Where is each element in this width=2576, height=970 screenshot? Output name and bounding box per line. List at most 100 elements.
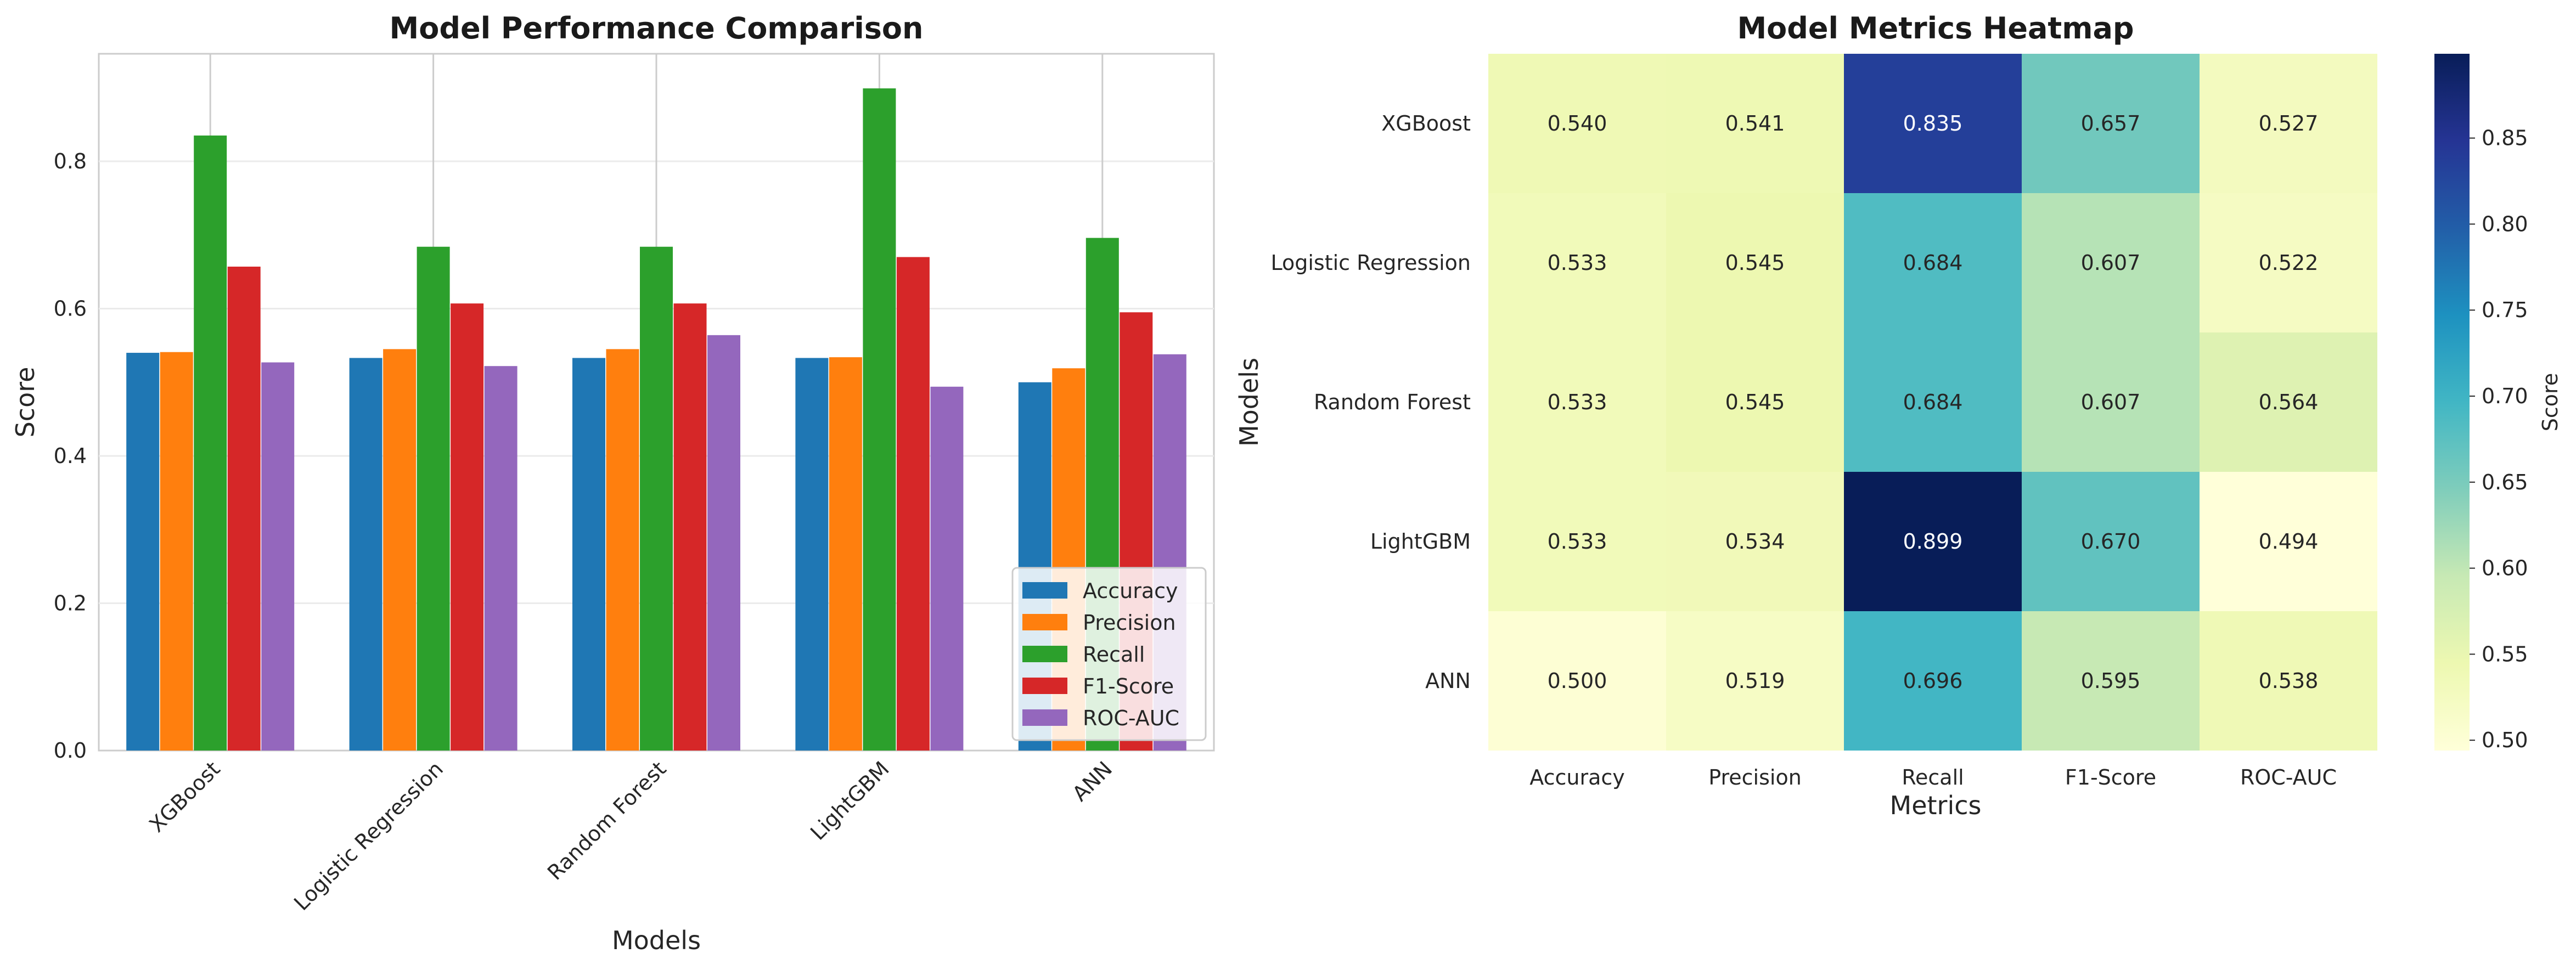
heatmap-cell xyxy=(1488,332,1666,472)
bar-legend-label: Accuracy xyxy=(1083,579,1178,603)
bar-precision-1 xyxy=(383,349,417,751)
bar-roc-auc-2 xyxy=(707,335,740,751)
heatmap-cell-value: 0.899 xyxy=(1903,529,1963,554)
bar-y-tick-label: 0.4 xyxy=(54,444,87,468)
heatmap-cell xyxy=(1666,54,1844,193)
bar-precision-2 xyxy=(606,349,639,751)
heatmap-panel: Model Metrics Heatmap 0.540 0.541 0.835 0.6… xyxy=(1234,11,2562,820)
heatmap-cell-value: 0.545 xyxy=(1725,390,1785,414)
heatmap-cell-value: 0.696 xyxy=(1903,669,1963,693)
colorbar-tick-label: 0.65 xyxy=(2482,470,2528,494)
bar-chart-title: Model Performance Comparison xyxy=(390,11,924,46)
bar-recall-1 xyxy=(417,246,450,751)
bar-recall-0 xyxy=(194,136,227,751)
heatmap-cell-value: 0.541 xyxy=(1725,111,1785,136)
heatmap-cell-value: 0.595 xyxy=(2081,669,2141,693)
colorbar-tick-label: 0.60 xyxy=(2482,556,2528,580)
bar-accuracy-3 xyxy=(795,358,829,751)
heatmap-cell xyxy=(2022,193,2200,332)
heatmap-x-axis-label: Metrics xyxy=(1890,791,1982,820)
heatmap-cell-value: 0.533 xyxy=(1548,390,1607,414)
colorbar-tick-label: 0.55 xyxy=(2482,642,2528,666)
bar-f1-score-3 xyxy=(896,257,930,751)
bar-x-axis-label: Models xyxy=(612,926,701,955)
heatmap-cell xyxy=(1844,332,2022,472)
heatmap-cell-value: 0.545 xyxy=(1725,251,1785,275)
heatmap-row-label: Random Forest xyxy=(1314,390,1471,414)
bar-y-tick-label: 0.2 xyxy=(54,591,87,616)
bar-y-tick-label: 0.8 xyxy=(54,149,87,173)
heatmap-column-label: Recall xyxy=(1902,765,1964,789)
bar-legend-label: Precision xyxy=(1083,611,1176,635)
heatmap-row-label: ANN xyxy=(1425,669,1471,693)
bar-x-tick-label: XGBoost xyxy=(144,757,224,837)
heatmap-cell xyxy=(2022,332,2200,472)
heatmap-cell-value: 0.519 xyxy=(1725,669,1785,693)
heatmap-cell-value: 0.657 xyxy=(2081,111,2141,136)
colorbar-tick-label: 0.50 xyxy=(2482,728,2528,752)
heatmap-column-label: Accuracy xyxy=(1529,765,1625,789)
heatmap-cell xyxy=(1844,472,2022,611)
bar-legend-swatch xyxy=(1022,709,1067,726)
heatmap-cell xyxy=(1488,611,1666,751)
heatmap-cell xyxy=(1666,611,1844,751)
heatmap-title: Model Metrics Heatmap xyxy=(1737,11,2134,46)
heatmap-cell xyxy=(2022,472,2200,611)
bar-roc-auc-3 xyxy=(930,386,964,751)
heatmap-cell-value: 0.670 xyxy=(2081,529,2141,554)
colorbar-tick-label: 0.75 xyxy=(2482,298,2528,322)
bar-f1-score-2 xyxy=(673,303,707,751)
heatmap-cell-value: 0.527 xyxy=(2259,111,2319,136)
heatmap-cell-value: 0.533 xyxy=(1548,251,1607,275)
heatmap-row-label: XGBoost xyxy=(1381,111,1471,136)
colorbar-tick-label: 0.70 xyxy=(2482,384,2528,408)
bar-y-tick-label: 0.0 xyxy=(54,738,87,763)
heatmap-row-label: LightGBM xyxy=(1370,529,1471,554)
bar-accuracy-1 xyxy=(349,358,383,751)
bar-y-axis-label: Score xyxy=(10,367,40,438)
heatmap-cell-value: 0.533 xyxy=(1548,529,1607,554)
heatmap-cell-value: 0.607 xyxy=(2081,251,2141,275)
heatmap-cell-value: 0.564 xyxy=(2259,390,2319,414)
heatmap-cell xyxy=(2200,611,2377,751)
heatmap-cell xyxy=(1488,193,1666,332)
bar-legend-label: ROC-AUC xyxy=(1083,706,1179,730)
heatmap-cell-value: 0.538 xyxy=(2259,669,2319,693)
colorbar-tick-label: 0.80 xyxy=(2482,212,2528,236)
bar-legend-swatch xyxy=(1022,646,1067,662)
heatmap-cell xyxy=(1844,193,2022,332)
bar-f1-score-1 xyxy=(451,303,484,751)
heatmap-column-labels: Accuracy Precision Recall F1-Score ROC-AUC xyxy=(1529,765,2337,789)
heatmap-cell xyxy=(1488,472,1666,611)
bar-x-tick-label: Logistic Regression xyxy=(289,757,448,915)
bar-y-tick-labels: 0.0 0.2 0.4 0.6 0.8 xyxy=(54,149,87,763)
bar-legend: Accuracy Precision Recall F1-Score ROC-AUC xyxy=(1011,567,1207,741)
bar-accuracy-0 xyxy=(126,353,160,751)
bar-f1-score-0 xyxy=(227,266,261,751)
bar-legend-swatch xyxy=(1022,582,1067,599)
colorbar-gradient xyxy=(2434,54,2470,751)
heatmap-cell xyxy=(2200,472,2377,611)
heatmap-column-label: ROC-AUC xyxy=(2240,765,2337,789)
heatmap-row-label: Logistic Regression xyxy=(1270,251,1471,275)
bar-chart-panel: Model Performance Comparison 0.0 0.2 0.4 0.… xyxy=(10,11,1215,955)
bar-x-tick-label: ANN xyxy=(1067,757,1117,806)
bar-roc-auc-1 xyxy=(484,366,518,751)
heatmap-column-label: F1-Score xyxy=(2065,765,2156,789)
bar-accuracy-2 xyxy=(572,358,605,751)
bar-precision-3 xyxy=(829,357,862,751)
colorbar-label: Score xyxy=(2538,373,2562,431)
heatmap-cell-value: 0.684 xyxy=(1903,251,1963,275)
heatmap-cell xyxy=(2022,611,2200,751)
heatmap-cell xyxy=(1844,611,2022,751)
bar-roc-auc-0 xyxy=(261,362,295,751)
heatmap-cell xyxy=(1666,332,1844,472)
bar-legend-label: F1-Score xyxy=(1083,674,1174,698)
heatmap-cell xyxy=(2022,54,2200,193)
heatmap-cell-value: 0.500 xyxy=(1548,669,1607,693)
heatmap-cell xyxy=(1666,193,1844,332)
heatmap-cell xyxy=(2200,193,2377,332)
bar-legend-frame xyxy=(1011,567,1207,741)
bar-legend-label: Recall xyxy=(1083,642,1145,667)
